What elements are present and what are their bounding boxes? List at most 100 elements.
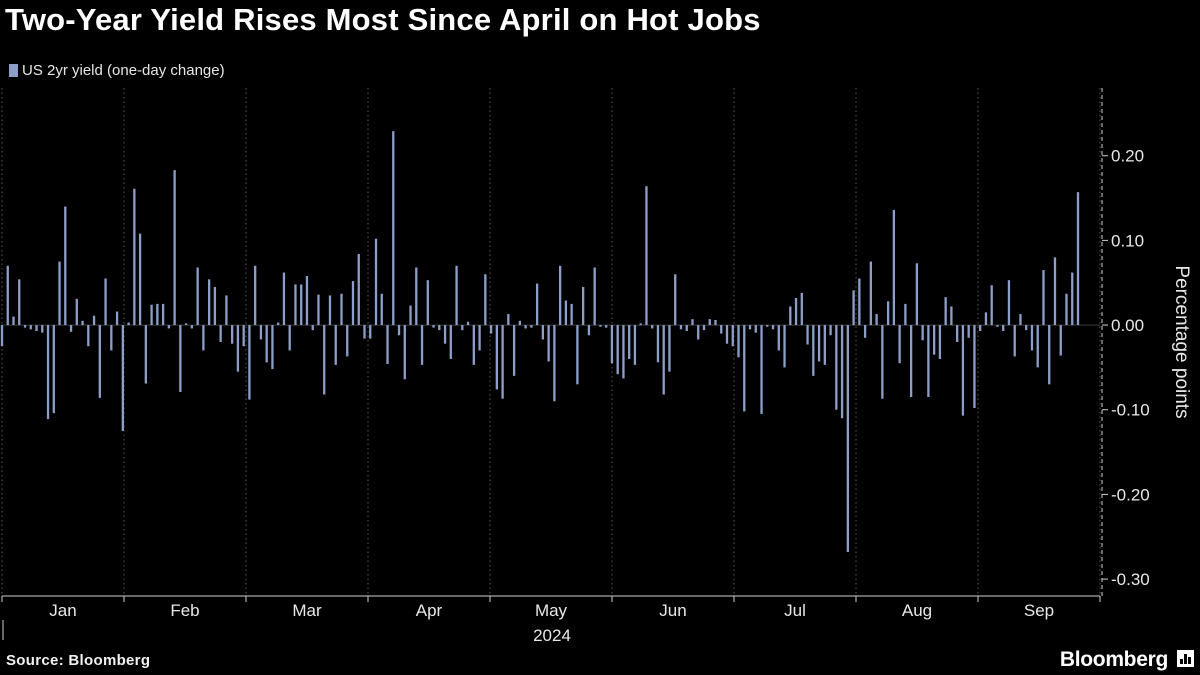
bar: [150, 304, 153, 326]
bar: [461, 325, 464, 331]
bar: [98, 325, 101, 398]
bar: [645, 186, 648, 326]
bar: [927, 325, 930, 398]
bar: [305, 275, 309, 326]
bar: [277, 322, 280, 326]
bar: [29, 325, 32, 330]
y-axis-title: Percentage points: [1171, 265, 1192, 418]
bar: [127, 322, 130, 326]
x-tick-label: Sep: [1024, 601, 1054, 620]
bar: [731, 325, 734, 347]
bar: [219, 325, 222, 342]
x-tick-label: Jul: [784, 601, 806, 620]
x-tick-label: Jan: [49, 601, 76, 620]
bar: [806, 325, 809, 345]
bar: [64, 206, 67, 326]
bar: [242, 325, 245, 347]
bar: [858, 278, 861, 326]
legend-swatch: [9, 64, 18, 77]
bar: [984, 312, 988, 326]
bar: [651, 325, 654, 329]
bar: [161, 303, 165, 326]
bar: [771, 325, 775, 330]
bar: [535, 283, 539, 326]
bar: [846, 325, 849, 552]
bar: [328, 295, 332, 326]
bar: [1036, 325, 1039, 368]
bar: [173, 170, 176, 326]
bar: [812, 325, 815, 376]
bar: [789, 306, 792, 326]
bar: [1007, 280, 1011, 326]
bar: [340, 293, 343, 326]
bar: [317, 294, 320, 326]
bar: [144, 325, 147, 384]
bar: [863, 325, 867, 338]
bar: [1002, 325, 1005, 331]
x-axis: Jan Feb Mar Apr May Jun Jul Aug Sep: [1, 595, 1101, 640]
bar: [558, 265, 562, 326]
bar: [794, 297, 798, 326]
bar: [708, 319, 711, 326]
bar: [766, 325, 769, 327]
bar: [1019, 314, 1022, 326]
bar: [904, 303, 907, 326]
bar: [69, 325, 73, 332]
bloomberg-logo: Bloomberg: [1059, 648, 1168, 671]
bar: [973, 325, 976, 409]
bar: [996, 325, 999, 327]
bar: [507, 314, 510, 326]
bar: [725, 325, 729, 344]
y-tick-label: 0.10: [1111, 231, 1144, 250]
bar: [196, 267, 199, 326]
bar: [892, 209, 896, 326]
bar: [466, 321, 470, 326]
bar: [915, 263, 919, 326]
bar: [869, 261, 872, 326]
bar: [610, 325, 614, 364]
bar: [6, 265, 9, 326]
bar: [800, 292, 803, 326]
x-tick-label: Apr: [416, 601, 443, 620]
bar: [582, 286, 585, 326]
bar: [1013, 325, 1016, 357]
bar: [231, 325, 234, 344]
bar: [823, 325, 826, 365]
bar: [881, 325, 884, 399]
bar: [455, 265, 458, 326]
bar: [783, 325, 786, 368]
bar: [259, 325, 263, 340]
bar: [18, 279, 21, 326]
bar: [58, 261, 61, 326]
bar: [190, 325, 194, 329]
bar: [357, 253, 360, 326]
y-tick-label: 0.20: [1111, 147, 1144, 166]
bar: [156, 303, 159, 326]
bar: [512, 325, 516, 376]
bar: [979, 325, 982, 331]
bar: [495, 325, 498, 390]
bar: [334, 325, 337, 365]
x-tick-label: Feb: [170, 601, 199, 620]
bar: [679, 325, 683, 330]
bar: [599, 325, 602, 327]
bar: [207, 279, 211, 326]
bar: [248, 325, 251, 400]
bar: [564, 300, 568, 326]
bar: [691, 319, 694, 326]
bar: [432, 325, 435, 328]
bar: [104, 278, 107, 326]
bar: [138, 233, 142, 326]
bar: [1025, 325, 1028, 331]
bar: [576, 325, 579, 385]
bar: [41, 325, 44, 333]
bar: [115, 311, 119, 326]
x-tick-label: Jun: [659, 601, 686, 620]
bar: [616, 325, 619, 375]
bar: [886, 301, 890, 326]
bar: [271, 325, 274, 370]
bar: [449, 325, 452, 359]
bar: [380, 293, 383, 326]
bar: [167, 325, 171, 329]
